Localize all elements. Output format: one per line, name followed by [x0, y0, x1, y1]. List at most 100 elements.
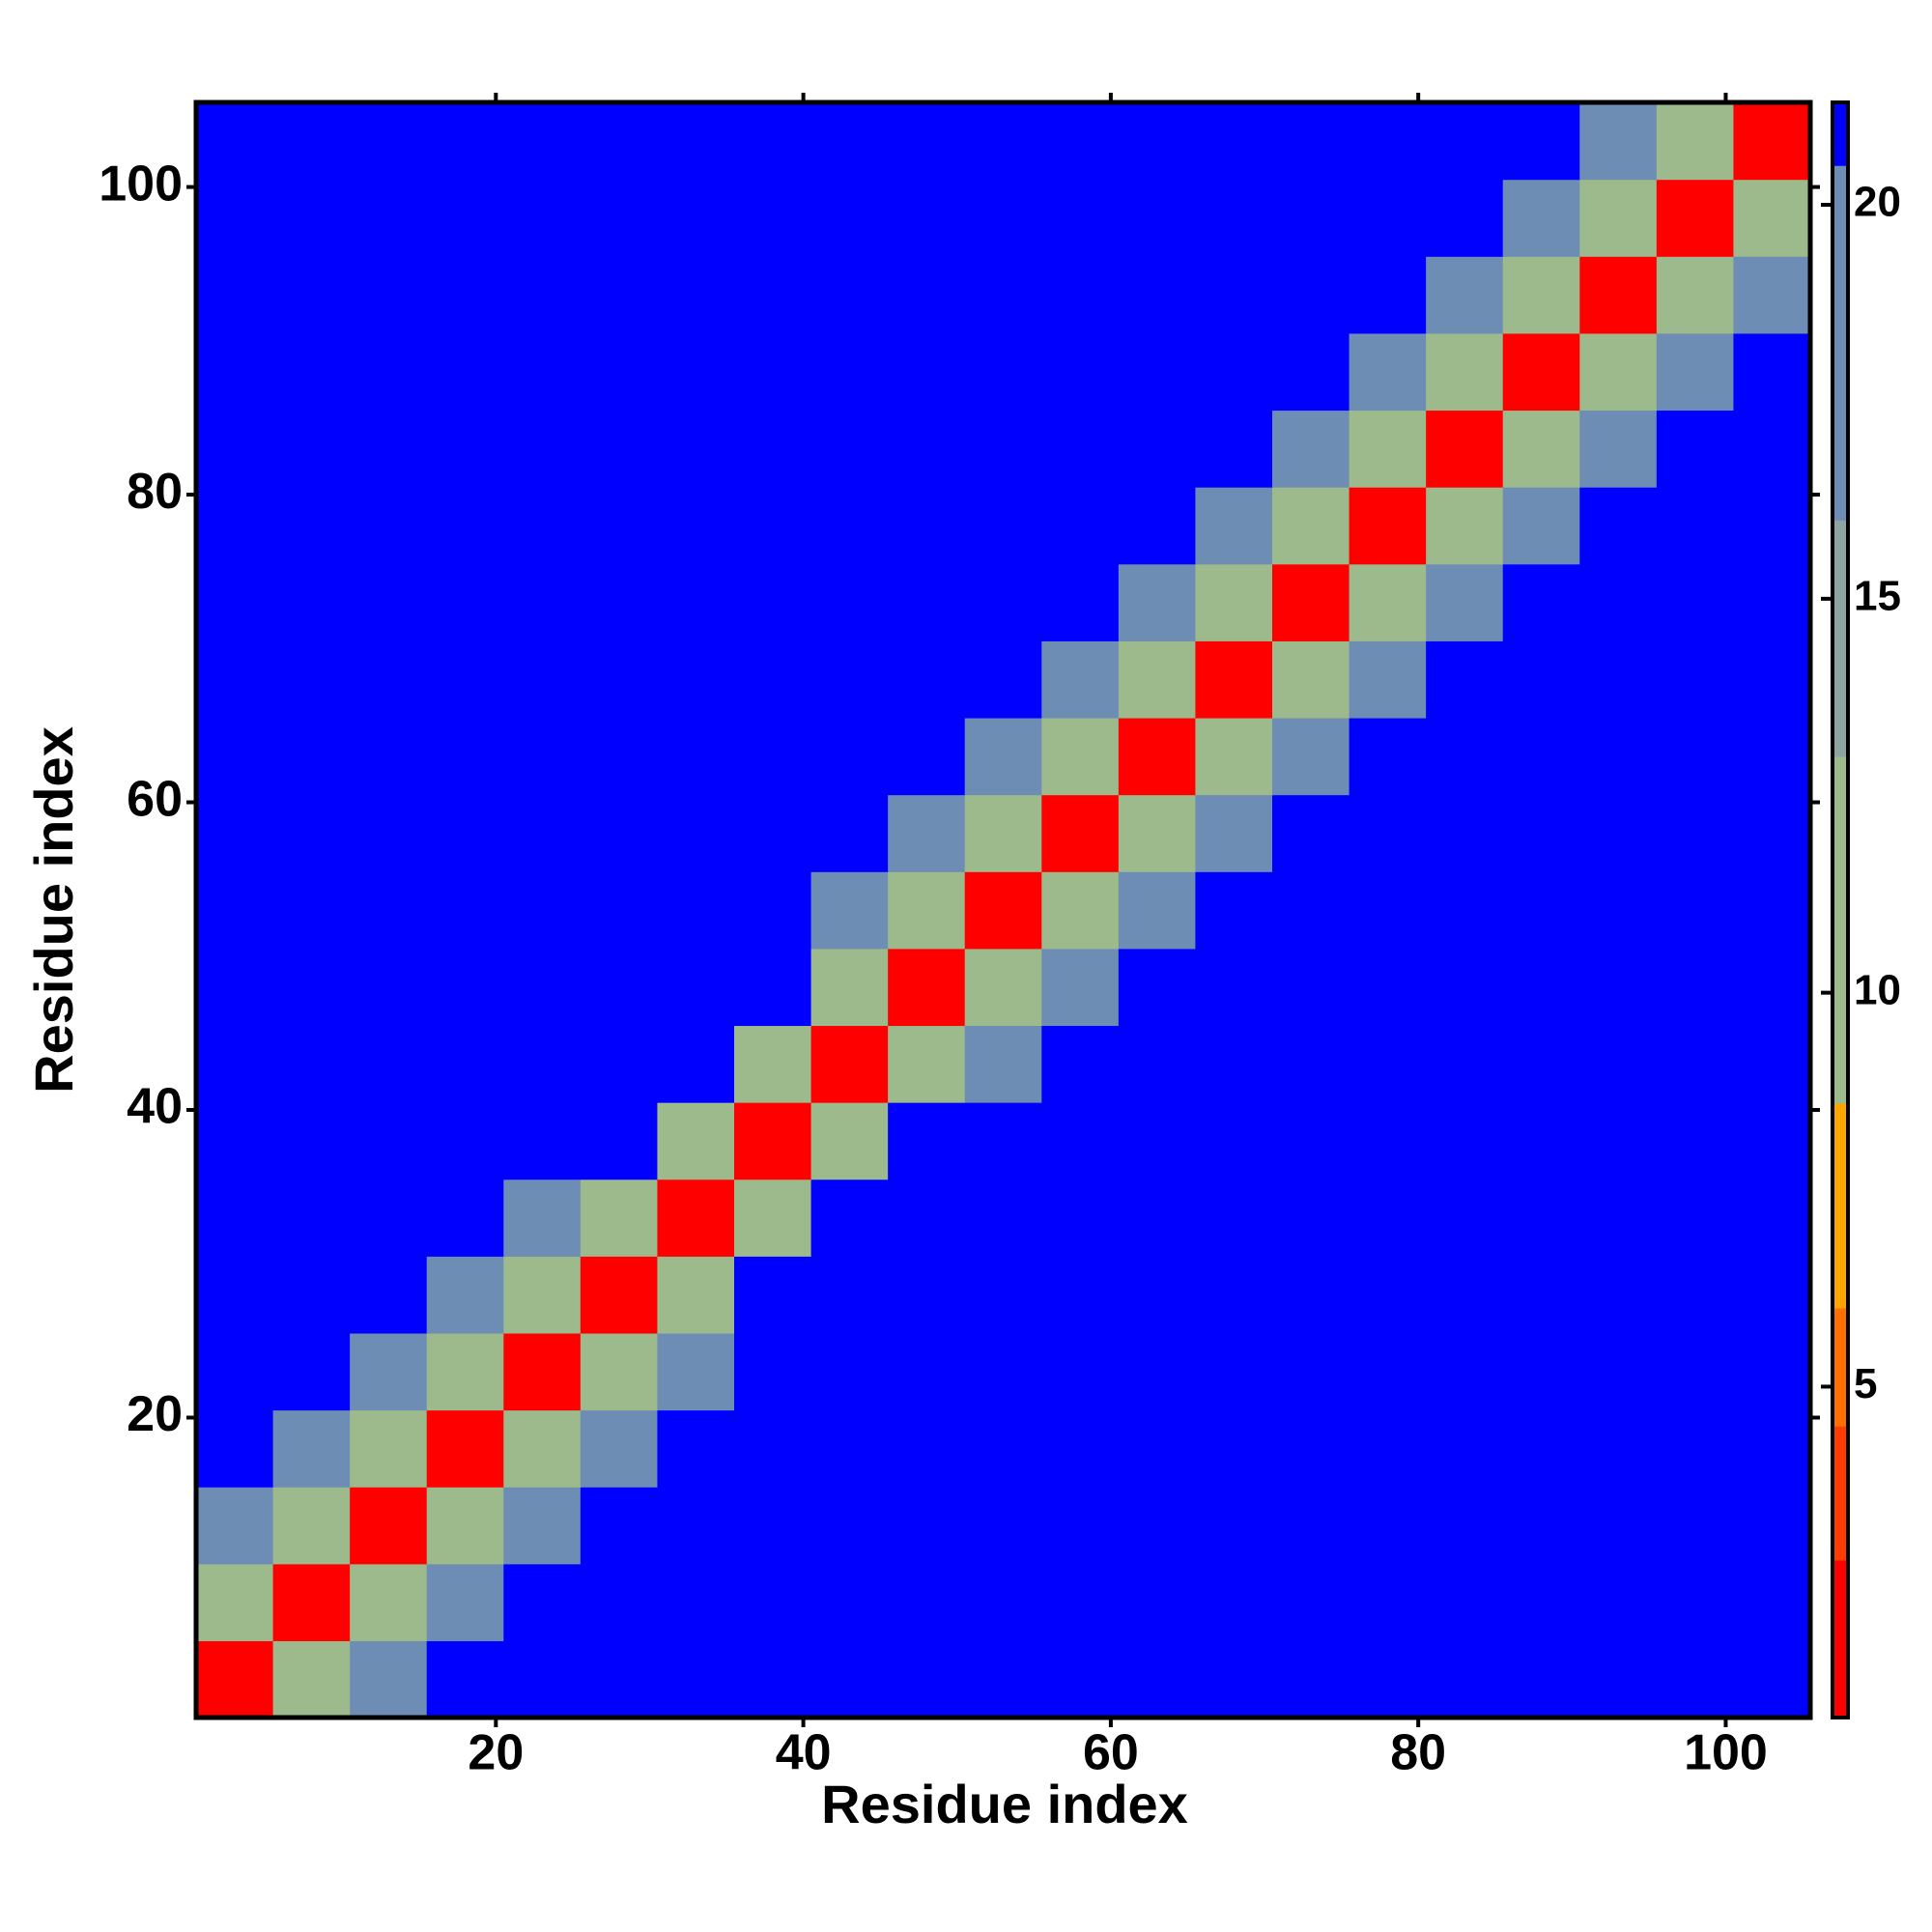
heatmap-cell	[1349, 1179, 1427, 1257]
heatmap-cell	[580, 1409, 659, 1488]
heatmap-cell	[1349, 640, 1427, 719]
heatmap-cell	[734, 1332, 812, 1411]
heatmap-cell	[272, 794, 351, 872]
heatmap-cell	[1041, 794, 1120, 872]
heatmap-cell	[810, 102, 889, 181]
heatmap-cell	[1733, 717, 1811, 796]
heatmap-cell	[810, 1487, 889, 1565]
colorbar-segment	[1833, 1426, 1848, 1561]
heatmap-cell	[196, 1640, 274, 1719]
heatmap-cell	[1656, 1563, 1735, 1641]
heatmap-cell	[1579, 871, 1658, 950]
heatmap-cell	[1579, 1563, 1658, 1641]
heatmap-cell	[1733, 256, 1811, 334]
heatmap-cell	[1195, 102, 1273, 181]
heatmap-cell	[580, 563, 659, 641]
heatmap-cell	[1656, 102, 1735, 181]
heatmap-cell	[272, 1409, 351, 1488]
heatmap-cell	[1195, 1563, 1273, 1641]
heatmap-cell	[657, 1563, 735, 1641]
heatmap-cell	[350, 1332, 428, 1411]
heatmap-cell	[888, 487, 966, 565]
heatmap-cell	[1195, 717, 1273, 796]
heatmap-cell	[1272, 1102, 1350, 1180]
heatmap-cell	[810, 1102, 889, 1180]
heatmap-cell	[1349, 794, 1427, 872]
heatmap-cell	[1272, 1025, 1350, 1103]
heatmap-cell	[1502, 487, 1580, 565]
heatmap-cell	[580, 1179, 659, 1257]
heatmap-cell	[1118, 410, 1197, 488]
heatmap-cell	[1349, 1102, 1427, 1180]
heatmap-cell	[350, 948, 428, 1027]
heatmap-cell	[426, 332, 504, 412]
heatmap-cell	[1579, 1256, 1658, 1334]
heatmap-cell	[810, 332, 889, 412]
heatmap-cell	[196, 410, 274, 488]
heatmap-cell	[1579, 1179, 1658, 1257]
heatmap-cell	[1656, 794, 1735, 872]
heatmap-cell	[1195, 410, 1273, 488]
heatmap-cell	[657, 1025, 735, 1103]
heatmap-cell	[1041, 1025, 1120, 1103]
heatmap-cell	[1656, 1409, 1735, 1488]
heatmap-cell	[1426, 1102, 1504, 1180]
heatmap-cell	[1118, 717, 1197, 796]
heatmap-cell	[964, 179, 1042, 257]
heatmap-cell	[964, 1563, 1042, 1641]
heatmap-cell	[503, 871, 582, 950]
heatmap-cell	[503, 640, 582, 719]
heatmap-cell	[1118, 487, 1197, 565]
heatmap-cell	[964, 794, 1042, 872]
heatmap-cell	[426, 1409, 504, 1488]
heatmap-cell	[657, 256, 735, 334]
heatmap-cell	[1041, 410, 1120, 488]
heatmap-cell	[580, 1102, 659, 1180]
heatmap-cell	[1272, 948, 1350, 1027]
heatmap-cell	[810, 410, 889, 488]
heatmap-cell	[1656, 1487, 1735, 1565]
heatmap-cell	[196, 179, 274, 257]
heatmap-cell	[734, 487, 812, 565]
heatmap-cell	[1041, 179, 1120, 257]
heatmap-cell	[350, 871, 428, 950]
heatmap-cell	[503, 1409, 582, 1488]
heatmap-cell	[1272, 1640, 1350, 1719]
heatmap-cell	[734, 332, 812, 412]
heatmap-cell	[1656, 1102, 1735, 1180]
colorbar-tick-label: 20	[1854, 179, 1901, 226]
heatmap-cell	[1349, 487, 1427, 565]
heatmap-cell	[1118, 640, 1197, 719]
heatmap-cell	[964, 1256, 1042, 1334]
heatmap-cell	[1041, 1102, 1120, 1180]
heatmap-cell	[580, 1332, 659, 1411]
heatmap-cell	[1272, 717, 1350, 796]
heatmap-cell	[964, 1640, 1042, 1719]
heatmap-cell	[734, 871, 812, 950]
heatmap-cell	[734, 794, 812, 872]
heatmap-cell	[350, 717, 428, 796]
heatmap-cell	[503, 948, 582, 1027]
heatmap-cell	[1579, 1025, 1658, 1103]
heatmap-cell	[196, 256, 274, 334]
heatmap-cell	[1041, 1563, 1120, 1641]
y-tick-label: 60	[127, 771, 183, 827]
y-tick-label: 80	[127, 464, 183, 520]
heatmap-cell	[964, 487, 1042, 565]
colorbar-tick-label: 10	[1854, 966, 1901, 1013]
heatmap-cell	[350, 256, 428, 334]
heatmap-cell	[1272, 179, 1350, 257]
heatmap-cell	[1502, 102, 1580, 181]
heatmap-cell	[1118, 179, 1197, 257]
heatmap-cell	[1195, 487, 1273, 565]
heatmap-cell	[1656, 332, 1735, 412]
heatmap-cell	[1426, 179, 1504, 257]
heatmap-cell	[426, 1487, 504, 1565]
heatmap-cell	[888, 102, 966, 181]
heatmap-cell	[1041, 102, 1120, 181]
heatmap-cell	[1579, 1640, 1658, 1719]
heatmap-cell	[503, 332, 582, 412]
heatmap-cell	[1041, 1332, 1120, 1411]
heatmap-cell	[657, 179, 735, 257]
x-tick-label: 100	[1684, 1725, 1768, 1781]
